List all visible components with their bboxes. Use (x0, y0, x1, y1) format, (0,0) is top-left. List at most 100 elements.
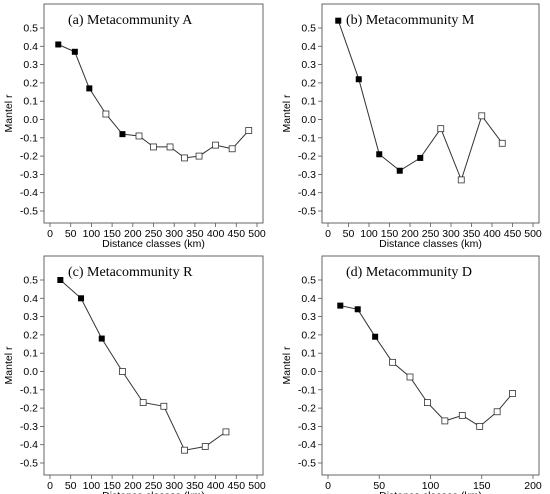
y-tick-label: -0.5 (298, 458, 316, 470)
y-tick-label: 0.0 (23, 366, 38, 378)
y-tick-label: 0.0 (301, 366, 316, 378)
panel-2: (b) Metacommunity M 0.5 0.4 0.3 0.2 0.1 0.0 -0.… (281, 3, 542, 250)
x-tick-label: 450 (228, 228, 246, 240)
x-tick-label: 400 (483, 228, 501, 240)
y-tick-label: -0.4 (298, 439, 316, 451)
x-tick-label: 250 (145, 228, 163, 240)
x-axis-title: Distance classes (km) (102, 238, 205, 250)
x-tick-label: 200 (401, 228, 419, 240)
plot-frame (43, 3, 264, 224)
x-tick-label: 500 (248, 480, 266, 492)
panel-1: (a) Metacommunity A 0.5 0.4 0.3 0.2 0.1 0.0 -0.… (3, 3, 266, 250)
plot-frame (43, 255, 264, 476)
x-tick-label: 400 (207, 480, 225, 492)
x-tick-label: 250 (145, 480, 163, 492)
data-point-open (222, 428, 230, 436)
data-point-open (498, 139, 506, 147)
y-axis-title: Mantel r (3, 346, 15, 384)
data-point-filled (57, 277, 64, 283)
y-tick-label: 0.3 (301, 59, 316, 71)
x-tick-label: 50 (65, 480, 77, 492)
series-line (60, 279, 227, 451)
y-tick-label: 0.1 (23, 96, 38, 108)
y-tick-label: 0.5 (23, 275, 38, 287)
x-axis-title: Distance classes (km) (379, 238, 482, 250)
data-point-open (245, 127, 253, 134)
data-point-open (424, 399, 431, 407)
x-tick-label: 200 (124, 228, 142, 240)
y-axis-title: Mantel r (3, 94, 15, 132)
y-tick-label: -0.2 (20, 403, 38, 415)
data-point-open (160, 402, 168, 410)
x-tick-label: 250 (422, 228, 440, 240)
x-tick-label: 100 (83, 480, 101, 492)
y-tick-label: 0.5 (301, 275, 316, 287)
data-point-open (201, 443, 209, 450)
y-tick-label: 0.1 (301, 348, 316, 360)
data-point-open (476, 422, 484, 430)
y-tick-label: 0.3 (301, 311, 316, 323)
panel-3: (c) Metacommunity R 0.5 0.4 0.3 0.2 0.1 0.0 -0.… (3, 255, 266, 494)
x-tick-label: 50 (343, 228, 355, 240)
data-point-filled (71, 48, 78, 55)
data-point-open (119, 368, 126, 375)
x-tick-label: 450 (504, 228, 522, 240)
panel-title: (c) Metacommunity R (68, 265, 193, 280)
x-tick-label: 150 (103, 228, 121, 240)
y-tick-label: -0.4 (298, 187, 316, 199)
data-point-filled (376, 151, 383, 158)
panel-title: (b) Metacommunity M (346, 13, 475, 28)
y-tick-label: 0.1 (301, 96, 316, 108)
y-axis-title: Mantel r (281, 94, 293, 132)
data-point-filled (337, 302, 344, 309)
data-point-open (457, 176, 465, 184)
y-axis-title: Mantel r (281, 346, 293, 384)
panel-4: (d) Metacommunity D 0.5 0.4 0.3 0.2 0.1 0.0 -0.… (281, 255, 542, 494)
x-tick-label: 500 (524, 228, 542, 240)
data-point-open (509, 390, 516, 397)
series-line (58, 44, 250, 159)
y-tick-label: 0.3 (23, 311, 38, 323)
data-point-open (493, 408, 501, 416)
y-tick-label: -0.3 (298, 421, 316, 433)
data-point-filled (98, 335, 105, 342)
x-tick-label: 0 (325, 480, 331, 492)
y-tick-label: -0.5 (298, 206, 316, 218)
plot-frame (321, 3, 540, 224)
x-tick-label: 350 (463, 228, 481, 240)
x-tick-label: 300 (442, 228, 460, 240)
data-point-open (437, 125, 445, 133)
series-line (340, 305, 513, 428)
y-tick-label: -0.1 (20, 132, 38, 144)
data-point-filled (78, 295, 85, 302)
x-tick-label: 450 (228, 480, 246, 492)
data-point-filled (119, 131, 126, 138)
data-point-open (478, 112, 486, 120)
y-tick-label: 0.4 (23, 293, 38, 305)
x-tick-label: 500 (248, 228, 266, 240)
y-tick-label: 0.4 (23, 41, 38, 53)
y-tick-label: -0.3 (298, 169, 316, 181)
x-axis-title: Distance classes (km) (102, 490, 205, 494)
data-point-open (181, 154, 188, 162)
y-tick-label: -0.4 (20, 187, 38, 199)
data-point-filled (372, 333, 379, 340)
data-point-filled (86, 85, 93, 92)
x-axis-title: Distance classes (km) (379, 490, 482, 494)
y-tick-label: -0.1 (298, 132, 316, 144)
x-tick-label: 50 (373, 480, 385, 492)
y-tick-label: 0.4 (301, 293, 316, 305)
panel-title: (d) Metacommunity D (346, 265, 472, 280)
y-tick-label: 0.1 (23, 348, 38, 360)
data-point-filled (335, 17, 342, 24)
x-tick-label: 150 (103, 480, 121, 492)
data-point-open (441, 417, 449, 425)
x-tick-label: 150 (381, 228, 399, 240)
x-tick-label: 300 (165, 480, 183, 492)
y-tick-label: 0.3 (23, 59, 38, 71)
y-tick-label: -0.1 (20, 384, 38, 396)
y-tick-label: -0.3 (20, 421, 38, 433)
x-tick-label: 100 (360, 228, 378, 240)
data-point-filled (55, 41, 62, 48)
